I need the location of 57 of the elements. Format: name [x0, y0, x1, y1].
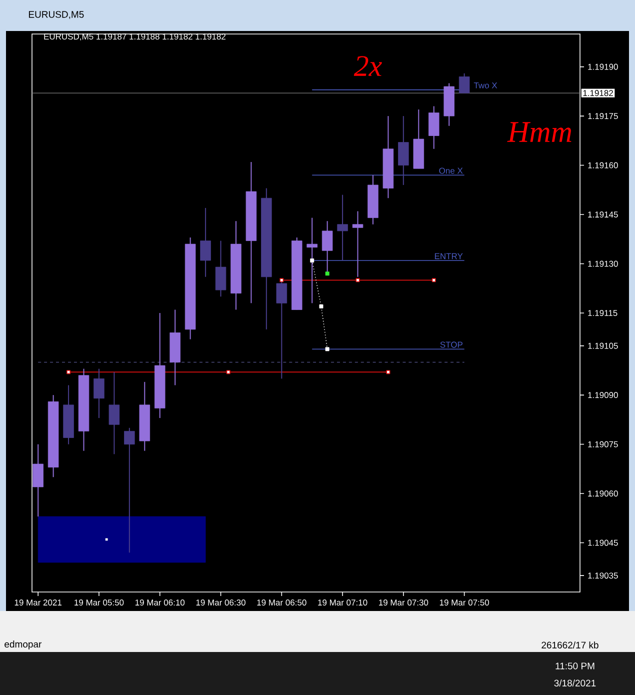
- point: [66, 370, 71, 374]
- x-tick-label: 19 Mar 2021: [14, 600, 62, 606]
- candlestick: [108, 372, 120, 455]
- candlestick: [200, 207, 211, 278]
- candlestick: [124, 427, 135, 554]
- point: [319, 304, 324, 308]
- text: 11:50 PM: [556, 662, 594, 670]
- candlestick: [215, 240, 226, 298]
- y-tick-label: 1.19175: [588, 113, 618, 120]
- candlestick: [322, 220, 333, 274]
- y-tick-label: 1.19145: [588, 212, 618, 218]
- point: [432, 278, 436, 282]
- ref-line-label: 1.19182: [583, 90, 613, 96]
- x-tick-label: 19 Mar 06:30: [196, 600, 246, 606]
- y-tick-label: 1.19190: [588, 64, 618, 70]
- series-label: Two X: [474, 82, 498, 88]
- candlestick: [337, 194, 348, 261]
- candlestick: [306, 217, 318, 304]
- text: 261662/17 kb: [542, 641, 598, 648]
- series-label: One X: [439, 168, 463, 174]
- y-tick-label: 1.19075: [588, 441, 618, 448]
- annotation: Hmm: [507, 122, 572, 142]
- x-tick-label: 19 Mar 07:10: [318, 600, 368, 606]
- point: [310, 258, 314, 262]
- candlestick: [398, 116, 409, 186]
- series-label: STOP: [440, 342, 462, 348]
- y-tick-label: 1.19090: [588, 392, 618, 398]
- y-tick-label: 1.19045: [588, 540, 618, 546]
- chart-title: EURUSD,M5 1.19187 1.19188 1.19182 1.19182: [44, 34, 226, 41]
- candlestick: [352, 210, 364, 278]
- text: 3/18/2021: [554, 679, 596, 686]
- point: [356, 278, 360, 282]
- series-label: ENTRY: [434, 253, 463, 260]
- point: [280, 278, 284, 282]
- point: [386, 370, 390, 374]
- y-tick-label: 1.19115: [588, 310, 618, 316]
- candlestick: [32, 444, 44, 517]
- y-tick-label: 1.19105: [588, 342, 618, 349]
- candlestick: [458, 72, 470, 94]
- x-tick-label: 19 Mar 07:50: [440, 600, 490, 606]
- y-tick-label: 1.19035: [588, 572, 618, 579]
- annotation: 2x: [354, 56, 382, 76]
- x-tick-label: 19 Mar 05:50: [74, 600, 124, 606]
- x-tick-label: 19 Mar 07:30: [379, 600, 428, 606]
- x-tick-label: 19 Mar 06:10: [135, 600, 185, 606]
- point: [325, 272, 330, 276]
- text: edmopar: [4, 640, 42, 650]
- text: EURUSD,M5: [28, 11, 84, 19]
- y-tick-label: 1.19060: [588, 490, 618, 497]
- candlestick: [428, 106, 440, 150]
- point: [325, 347, 330, 352]
- y-tick-label: 1.19160: [588, 162, 618, 168]
- x-tick-label: 19 Mar 06:50: [257, 600, 306, 606]
- y-tick-label: 1.19130: [588, 260, 618, 267]
- candlestick: [276, 280, 288, 380]
- candlestick: [94, 368, 104, 419]
- point: [226, 370, 230, 374]
